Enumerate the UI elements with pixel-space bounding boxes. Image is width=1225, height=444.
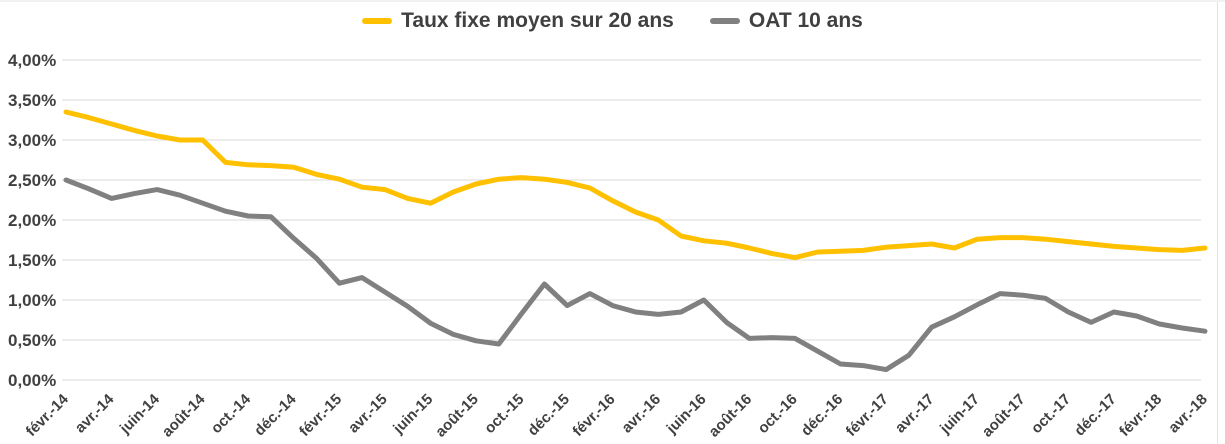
window-edge-divider xyxy=(1217,2,1218,444)
x-axis-tick-label: déc.-16 xyxy=(798,391,847,440)
x-axis-tick-label: oct.-14 xyxy=(208,390,255,437)
x-axis-tick-label: févr.-16 xyxy=(569,391,618,440)
y-axis-tick-label: 3,50% xyxy=(8,91,56,110)
series-taux-fixe-line xyxy=(63,109,1208,261)
y-axis-tick-label: 2,50% xyxy=(8,171,56,190)
y-axis-tick-label: 0,00% xyxy=(8,371,56,390)
series-oat-line xyxy=(63,177,1208,373)
y-axis-labels: 4,00% 3,50% 3,00% 2,50% 2,00% 1,50% 1,00% 0,50%… xyxy=(8,51,56,390)
x-axis-tick-label: déc.-14 xyxy=(251,390,300,439)
taux-fixe-line-swatch-icon xyxy=(362,18,393,24)
x-axis-tick-label: févr.-17 xyxy=(843,391,892,440)
y-axis-tick-label: 2,00% xyxy=(8,211,56,230)
x-axis-tick-label: déc.-17 xyxy=(1071,391,1120,440)
y-axis-tick-label: 1,00% xyxy=(8,291,56,310)
legend-label-taux-fixe: Taux fixe moyen sur 20 ans xyxy=(401,9,674,32)
x-axis-tick-label: févr.-18 xyxy=(1116,391,1165,440)
x-axis-tick-label: août-16 xyxy=(705,391,755,441)
oat-line-swatch-icon xyxy=(709,18,740,24)
x-axis-tick-label: avr.-16 xyxy=(618,391,664,437)
x-axis-tick-label: févr.-15 xyxy=(296,391,345,440)
x-axis-tick-label: oct.-16 xyxy=(755,391,801,437)
x-axis-tick-label: déc.-15 xyxy=(524,391,573,440)
x-axis-tick-label: oct.-15 xyxy=(481,391,527,437)
gridlines xyxy=(62,59,1201,381)
x-axis-tick-label: avr.-14 xyxy=(72,390,118,436)
legend-item-taux-fixe: Taux fixe moyen sur 20 ans xyxy=(362,9,674,33)
x-axis-tick-label: août-15 xyxy=(432,391,482,441)
y-axis-tick-label: 3,00% xyxy=(8,131,56,150)
x-axis-tick-label: avr.-18 xyxy=(1165,391,1211,437)
x-axis-tick-label: avr.-17 xyxy=(892,391,938,437)
legend-item-oat: OAT 10 ans xyxy=(709,9,863,33)
chart-legend: Taux fixe moyen sur 20 ans OAT 10 ans xyxy=(0,9,1225,33)
x-axis-tick-label: févr.-14 xyxy=(23,390,73,440)
x-axis-tick-label: août-17 xyxy=(979,391,1029,441)
x-axis-tick-label: août-14 xyxy=(159,390,209,440)
y-axis-tick-label: 4,00% xyxy=(8,51,56,70)
x-axis-tick-label: avr.-15 xyxy=(345,391,391,437)
x-axis-tick-label: juin-15 xyxy=(389,391,436,438)
y-axis-tick-label: 0,50% xyxy=(8,331,56,350)
x-axis-tick-label: juin-17 xyxy=(936,391,983,438)
y-axis-tick-label: 1,50% xyxy=(8,251,56,270)
legend-label-oat: OAT 10 ans xyxy=(748,9,863,32)
x-axis-tick-label: oct.-17 xyxy=(1028,391,1074,437)
x-axis-tick-label: juin-16 xyxy=(663,391,710,438)
x-axis-tick-label: juin-14 xyxy=(116,390,163,437)
